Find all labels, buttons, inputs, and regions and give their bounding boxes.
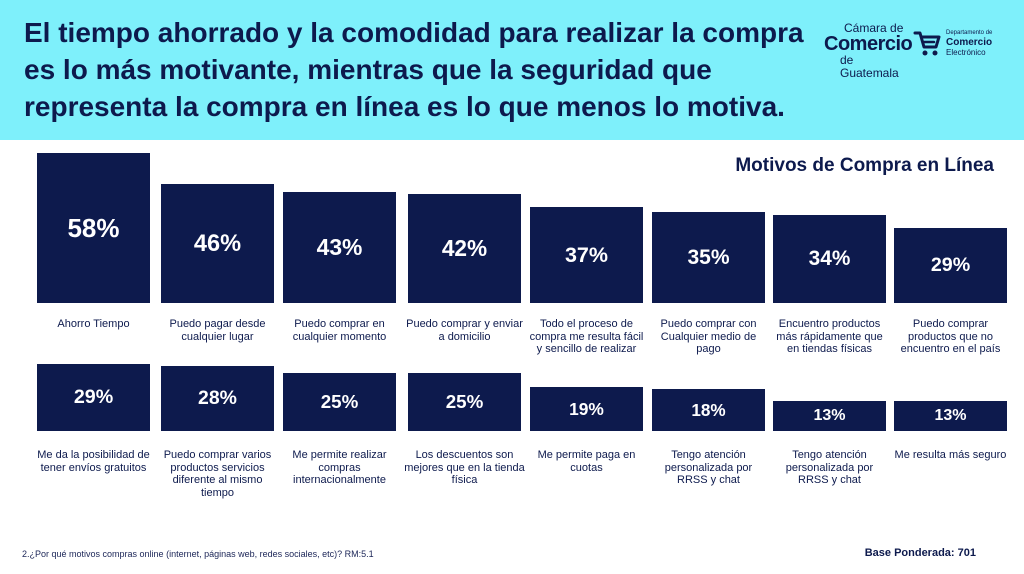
bar: 29% bbox=[37, 364, 150, 431]
base-ponderada: Base Ponderada: 701 bbox=[864, 547, 976, 559]
header-banner: El tiempo ahorrado y la comodidad para r… bbox=[0, 0, 1024, 140]
bar-value-label: 25% bbox=[445, 391, 484, 413]
bar-value-label: 13% bbox=[934, 406, 967, 424]
bar-value-label: 58% bbox=[67, 212, 120, 243]
category-label: Puedo comprar productos que no encuentro… bbox=[900, 318, 1001, 355]
departamento-comercio-logo: Departamento de Comercio Electrónico bbox=[912, 26, 1020, 62]
footnote: 2.¿Por qué motivos compras online (inter… bbox=[22, 549, 374, 559]
category-label: Tengo atención personalizada por RRSS y … bbox=[785, 449, 874, 486]
bar: 42% bbox=[408, 194, 521, 303]
bar-value-label: 28% bbox=[198, 387, 237, 410]
logo-depto-line1: Departamento de bbox=[946, 30, 993, 36]
bar-value-label: 13% bbox=[813, 406, 846, 424]
category-label: Me permite realizar compras internaciona… bbox=[292, 449, 387, 486]
headline: El tiempo ahorrado y la comodidad para r… bbox=[24, 17, 804, 122]
logo-camara-line1: Cámara de bbox=[844, 21, 904, 35]
bar-value-label: 35% bbox=[687, 245, 730, 269]
bar: 18% bbox=[652, 389, 765, 431]
bar: 25% bbox=[408, 373, 521, 431]
bar: 28% bbox=[161, 366, 274, 431]
category-label: Puedo comprar y enviar a domicilio bbox=[406, 318, 523, 343]
bar-value-label: 29% bbox=[73, 386, 114, 408]
camara-comercio-logo: Cámara de Comercio de Guatemala bbox=[824, 21, 913, 80]
logo-camara-line2: Comercio bbox=[824, 33, 913, 55]
bar: 25% bbox=[283, 373, 396, 431]
logo-camara-line3: de Guatemala bbox=[840, 53, 899, 80]
bar-value-label: 37% bbox=[564, 242, 609, 267]
category-label: Ahorro Tiempo bbox=[57, 318, 130, 330]
bar: 34% bbox=[773, 215, 886, 303]
bar-value-label: 46% bbox=[193, 230, 242, 256]
category-label: Me da la posibilidad de tener envíos gra… bbox=[37, 449, 150, 474]
category-label: Puedo comprar en cualquier momento bbox=[292, 318, 387, 343]
category-label: Tengo atención personalizada por RRSS y … bbox=[664, 449, 753, 486]
category-label: Los descuentos son mejores que en la tie… bbox=[404, 449, 525, 486]
bar: 58% bbox=[37, 153, 150, 303]
logo-depto-line2: Comercio bbox=[946, 37, 993, 48]
bar: 29% bbox=[894, 228, 1007, 303]
category-label: Encuentro productos más rápidamente que … bbox=[776, 318, 883, 355]
bar: 46% bbox=[161, 184, 274, 303]
bar: 13% bbox=[773, 400, 886, 431]
bar-value-label: 34% bbox=[808, 247, 851, 271]
bar: 19% bbox=[530, 387, 643, 431]
shopping-cart-icon bbox=[913, 31, 941, 56]
bar-value-label: 42% bbox=[441, 235, 488, 262]
logo-depto-line3: Electrónico bbox=[946, 48, 986, 57]
category-label: Me permite paga en cuotas bbox=[537, 449, 636, 474]
bar: 43% bbox=[283, 191, 396, 303]
bar-value-label: 29% bbox=[930, 254, 971, 276]
bar-value-label: 18% bbox=[691, 399, 726, 420]
category-label: Me resulta más seguro bbox=[894, 449, 1007, 461]
bar: 13% bbox=[894, 400, 1007, 431]
chart-title: Motivos de Compra en Línea bbox=[735, 155, 994, 176]
bar-value-label: 19% bbox=[569, 398, 604, 419]
bar: 35% bbox=[652, 212, 765, 303]
bar: 37% bbox=[530, 207, 643, 303]
category-label: Puedo pagar desde cualquier lugar bbox=[169, 318, 266, 343]
category-label: Puedo comprar varios productos servicios… bbox=[163, 449, 272, 499]
bar-value-label: 25% bbox=[320, 391, 359, 413]
category-label: Puedo comprar con Cualquier medio de pag… bbox=[660, 318, 757, 355]
category-label: Todo el proceso de compra me resulta fác… bbox=[529, 318, 644, 355]
bar-value-label: 43% bbox=[316, 233, 363, 260]
